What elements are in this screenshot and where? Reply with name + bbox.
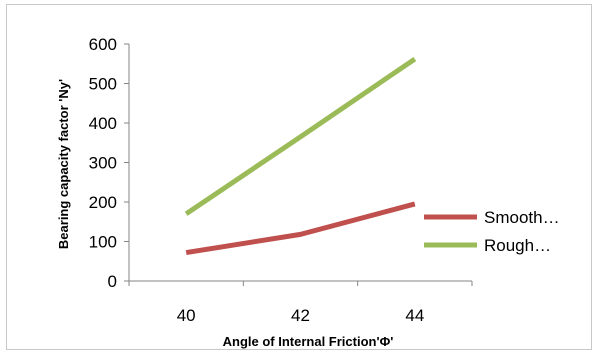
x-tick-labels: 40 42 44 bbox=[177, 306, 425, 325]
y-tick-label: 200 bbox=[89, 193, 117, 212]
y-tick-label: 600 bbox=[89, 35, 117, 54]
y-tick-label: 100 bbox=[89, 233, 117, 252]
y-tick-label: 0 bbox=[108, 272, 117, 291]
x-tick-label: 44 bbox=[405, 306, 424, 325]
x-axis-title: Angle of Internal Friction'Φ' bbox=[223, 334, 394, 349]
x-tick-label: 40 bbox=[177, 306, 196, 325]
legend: Smooth… Rough… bbox=[424, 208, 560, 255]
series-lines bbox=[184, 56, 417, 256]
y-tick-label: 300 bbox=[89, 154, 117, 173]
legend-label: Smooth… bbox=[484, 208, 560, 227]
y-tick-label: 400 bbox=[89, 114, 117, 133]
series-line-rough bbox=[184, 56, 417, 216]
chart-frame bbox=[6, 4, 592, 350]
axes bbox=[124, 43, 473, 286]
y-tick-labels: 0 100 200 300 400 500 600 bbox=[89, 35, 117, 291]
series-line-smooth bbox=[185, 201, 416, 256]
legend-label: Rough… bbox=[484, 236, 551, 255]
x-tick-label: 42 bbox=[291, 306, 310, 325]
y-axis-title: Bearing capacity factor 'Ny' bbox=[56, 79, 71, 249]
y-tick-label: 500 bbox=[89, 75, 117, 94]
